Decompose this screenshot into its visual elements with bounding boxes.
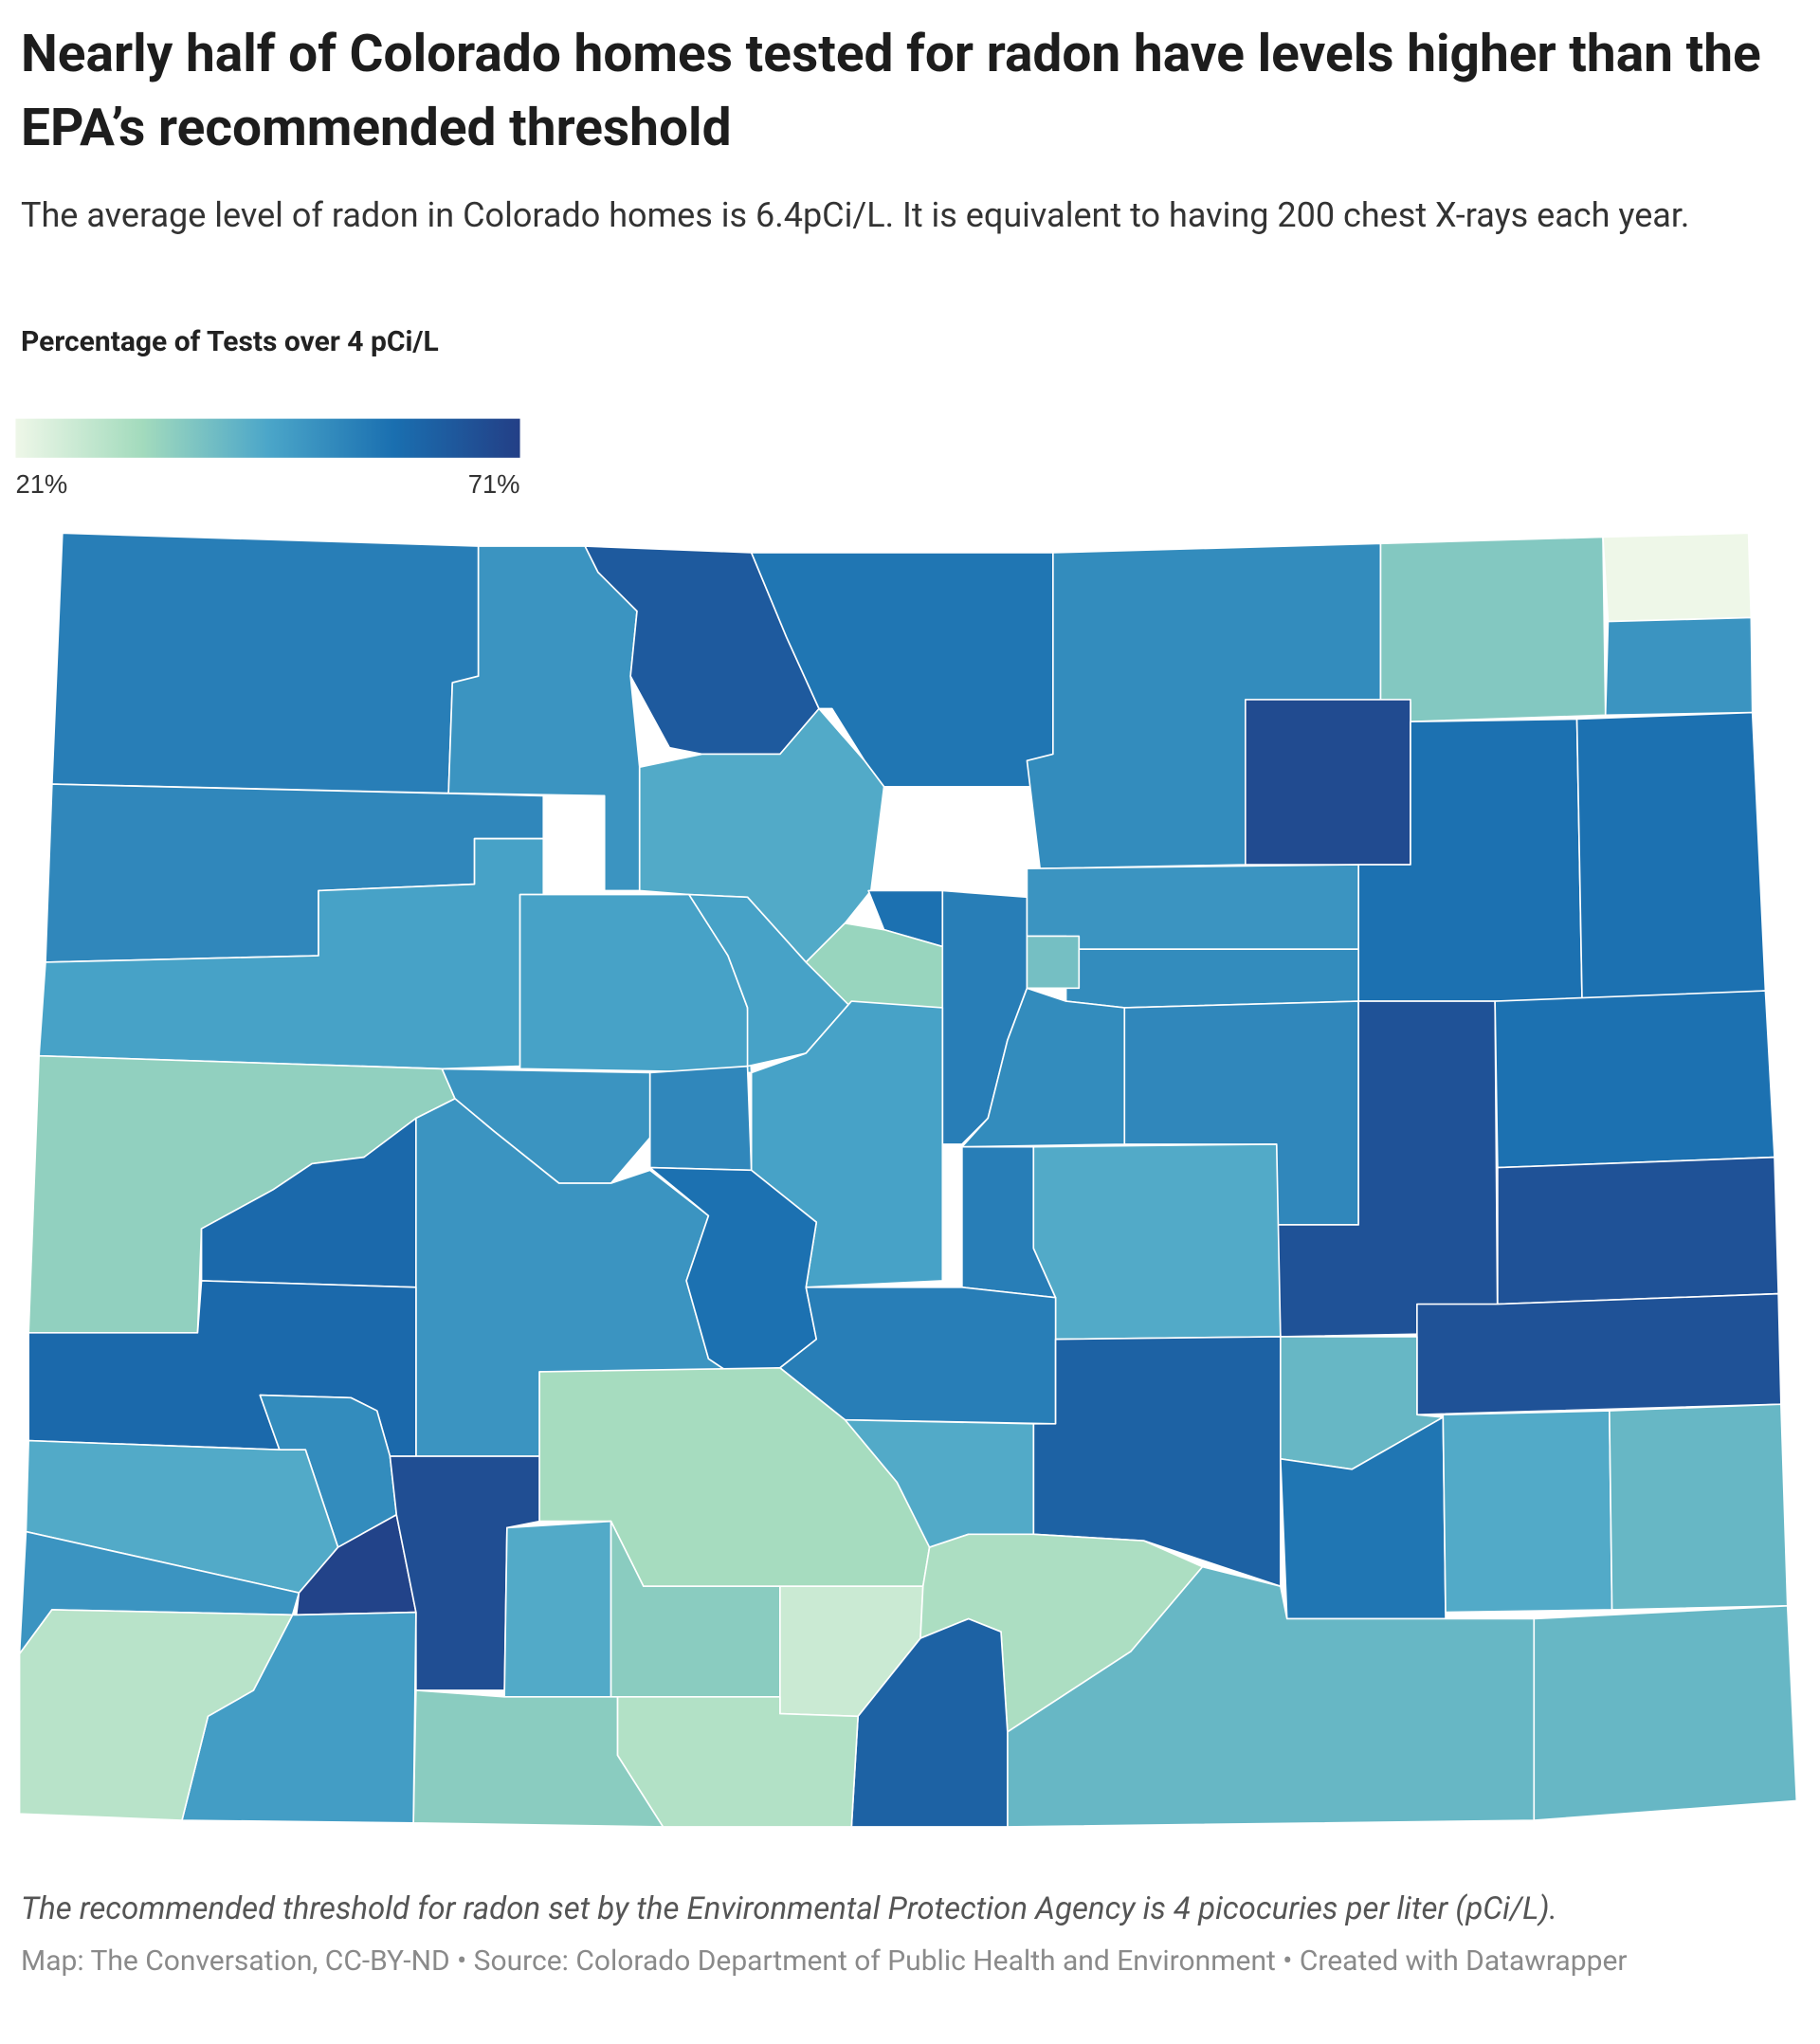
county <box>616 1695 859 1828</box>
county <box>1604 616 1754 717</box>
note: The recommended threshold for radon set … <box>21 1890 1557 1927</box>
county <box>1497 1156 1779 1305</box>
legend-title: Percentage of Tests over 4 pCi/L <box>21 325 439 358</box>
subtitle: The average level of radon in Colorado h… <box>21 195 1690 235</box>
counties <box>18 532 1798 1828</box>
county <box>1533 1604 1798 1821</box>
legend-bar <box>15 418 520 458</box>
county <box>1032 1143 1282 1341</box>
county <box>648 1065 753 1172</box>
county <box>1065 948 1359 1009</box>
county <box>1494 990 1775 1169</box>
county <box>503 1520 612 1698</box>
county <box>961 987 1126 1148</box>
county <box>1026 935 1081 990</box>
county <box>1575 711 1767 1002</box>
legend-min-label: 21% <box>15 469 67 499</box>
county <box>850 1617 1009 1828</box>
county <box>1245 699 1411 866</box>
county <box>51 532 480 794</box>
legend-max-label: 71% <box>468 469 520 499</box>
county <box>1602 532 1753 623</box>
county <box>1416 1292 1782 1415</box>
byline: Map: The Conversation, CC-BY-ND • Source… <box>21 1944 1628 1978</box>
county <box>1609 1403 1789 1611</box>
county <box>1442 1410 1613 1614</box>
county <box>18 1609 294 1821</box>
county <box>1379 536 1607 723</box>
title: Nearly half of Colorado homes tested for… <box>21 24 1761 158</box>
